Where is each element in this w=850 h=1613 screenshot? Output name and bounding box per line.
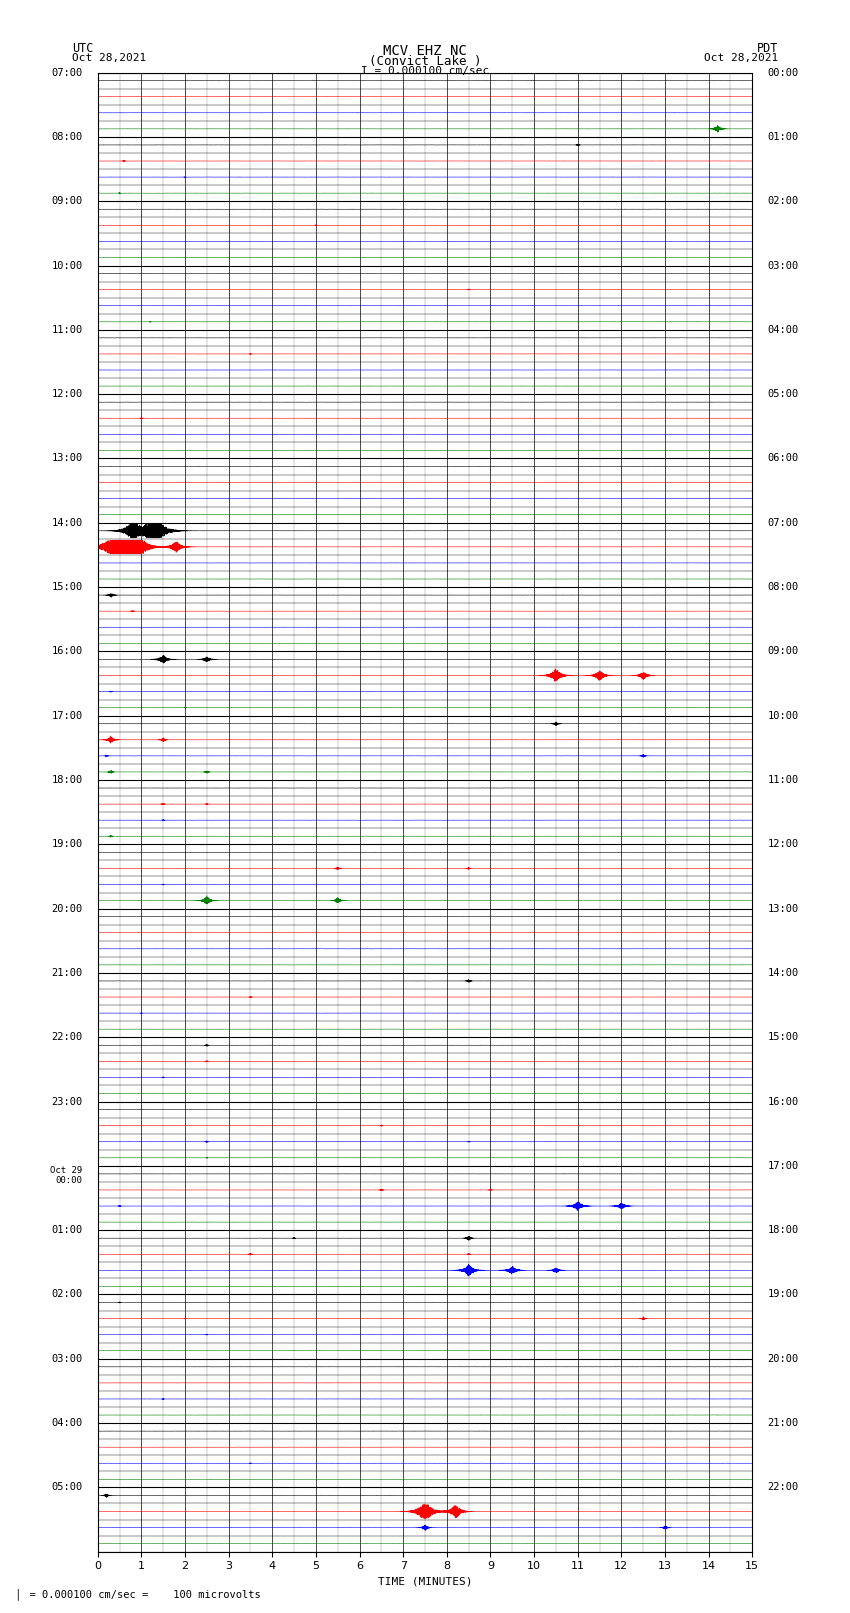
Text: 23:00: 23:00	[51, 1097, 82, 1107]
Text: 13:00: 13:00	[51, 453, 82, 463]
Text: 01:00: 01:00	[51, 1226, 82, 1236]
Text: 01:00: 01:00	[768, 132, 799, 142]
Text: 09:00: 09:00	[51, 197, 82, 206]
Text: I = 0.000100 cm/sec: I = 0.000100 cm/sec	[361, 66, 489, 76]
Text: 14:00: 14:00	[51, 518, 82, 527]
Text: 07:00: 07:00	[768, 518, 799, 527]
Text: 02:00: 02:00	[768, 197, 799, 206]
Text: 18:00: 18:00	[768, 1226, 799, 1236]
Text: 03:00: 03:00	[768, 261, 799, 271]
Text: 13:00: 13:00	[768, 903, 799, 913]
Text: 19:00: 19:00	[51, 839, 82, 850]
Text: PDT: PDT	[756, 42, 778, 55]
Text: 09:00: 09:00	[768, 647, 799, 656]
Text: 10:00: 10:00	[51, 261, 82, 271]
Text: 17:00: 17:00	[768, 1161, 799, 1171]
Text: 16:00: 16:00	[51, 647, 82, 656]
Text: Oct 28,2021: Oct 28,2021	[704, 53, 778, 63]
Text: ▏ = 0.000100 cm/sec =    100 microvolts: ▏ = 0.000100 cm/sec = 100 microvolts	[17, 1589, 261, 1600]
Text: 08:00: 08:00	[51, 132, 82, 142]
Text: 16:00: 16:00	[768, 1097, 799, 1107]
Text: UTC: UTC	[72, 42, 94, 55]
Text: 11:00: 11:00	[51, 324, 82, 336]
Text: 07:00: 07:00	[51, 68, 82, 77]
Text: 12:00: 12:00	[768, 839, 799, 850]
Text: Oct 28,2021: Oct 28,2021	[72, 53, 146, 63]
Text: Oct 29
00:00: Oct 29 00:00	[50, 1166, 82, 1184]
Text: MCV EHZ NC: MCV EHZ NC	[383, 44, 467, 58]
Text: 22:00: 22:00	[51, 1032, 82, 1042]
Text: 14:00: 14:00	[768, 968, 799, 977]
Text: 21:00: 21:00	[51, 968, 82, 977]
Text: 21:00: 21:00	[768, 1418, 799, 1428]
X-axis label: TIME (MINUTES): TIME (MINUTES)	[377, 1578, 473, 1587]
Text: 05:00: 05:00	[51, 1482, 82, 1492]
Text: 20:00: 20:00	[51, 903, 82, 913]
Text: 05:00: 05:00	[768, 389, 799, 398]
Text: 06:00: 06:00	[768, 453, 799, 463]
Text: 20:00: 20:00	[768, 1353, 799, 1363]
Text: 18:00: 18:00	[51, 774, 82, 786]
Text: 04:00: 04:00	[768, 324, 799, 336]
Text: 12:00: 12:00	[51, 389, 82, 398]
Text: 19:00: 19:00	[768, 1289, 799, 1300]
Text: 22:00: 22:00	[768, 1482, 799, 1492]
Text: 08:00: 08:00	[768, 582, 799, 592]
Text: 02:00: 02:00	[51, 1289, 82, 1300]
Text: 03:00: 03:00	[51, 1353, 82, 1363]
Text: 11:00: 11:00	[768, 774, 799, 786]
Text: 00:00: 00:00	[768, 68, 799, 77]
Text: 04:00: 04:00	[51, 1418, 82, 1428]
Text: 17:00: 17:00	[51, 711, 82, 721]
Text: 10:00: 10:00	[768, 711, 799, 721]
Text: 15:00: 15:00	[51, 582, 82, 592]
Text: (Convict Lake ): (Convict Lake )	[369, 55, 481, 68]
Text: 15:00: 15:00	[768, 1032, 799, 1042]
